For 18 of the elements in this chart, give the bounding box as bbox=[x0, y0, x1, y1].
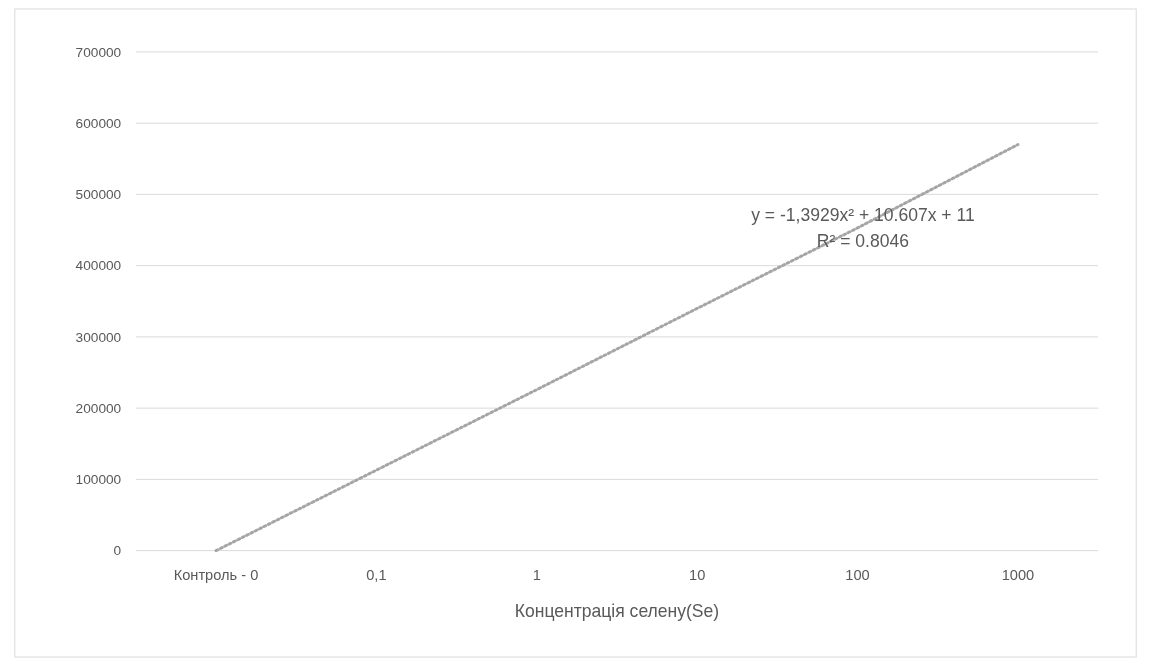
x-tick-label: 0,1 bbox=[366, 566, 387, 583]
y-tick-label: 0 bbox=[113, 543, 122, 559]
y-tick-label: 300000 bbox=[75, 329, 122, 345]
y-tick-label: 200000 bbox=[75, 400, 122, 416]
x-axis-title: Концентрація селену(Se) bbox=[514, 601, 720, 622]
y-tick-label: 400000 bbox=[75, 258, 122, 274]
line-series bbox=[214, 143, 1020, 553]
x-tick-label: 1000 bbox=[1001, 566, 1035, 583]
y-tick-label: 600000 bbox=[75, 115, 122, 131]
annotation: y = -1,3929x² + 10.607x + 11 bbox=[751, 204, 975, 225]
x-tick-label: 10 bbox=[689, 566, 706, 583]
x-tick-label: 1 bbox=[532, 566, 541, 583]
x-tick-label: Контроль - 0 bbox=[173, 566, 259, 583]
y-tick-label: 700000 bbox=[75, 44, 122, 60]
y-tick-label: 100000 bbox=[75, 472, 122, 488]
annotation: R² = 0.8046 bbox=[816, 231, 910, 252]
x-tick-label: 100 bbox=[845, 566, 870, 583]
y-tick-label: 500000 bbox=[75, 187, 122, 203]
